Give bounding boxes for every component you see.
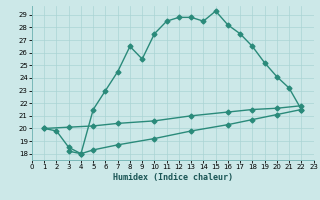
X-axis label: Humidex (Indice chaleur): Humidex (Indice chaleur) [113, 173, 233, 182]
